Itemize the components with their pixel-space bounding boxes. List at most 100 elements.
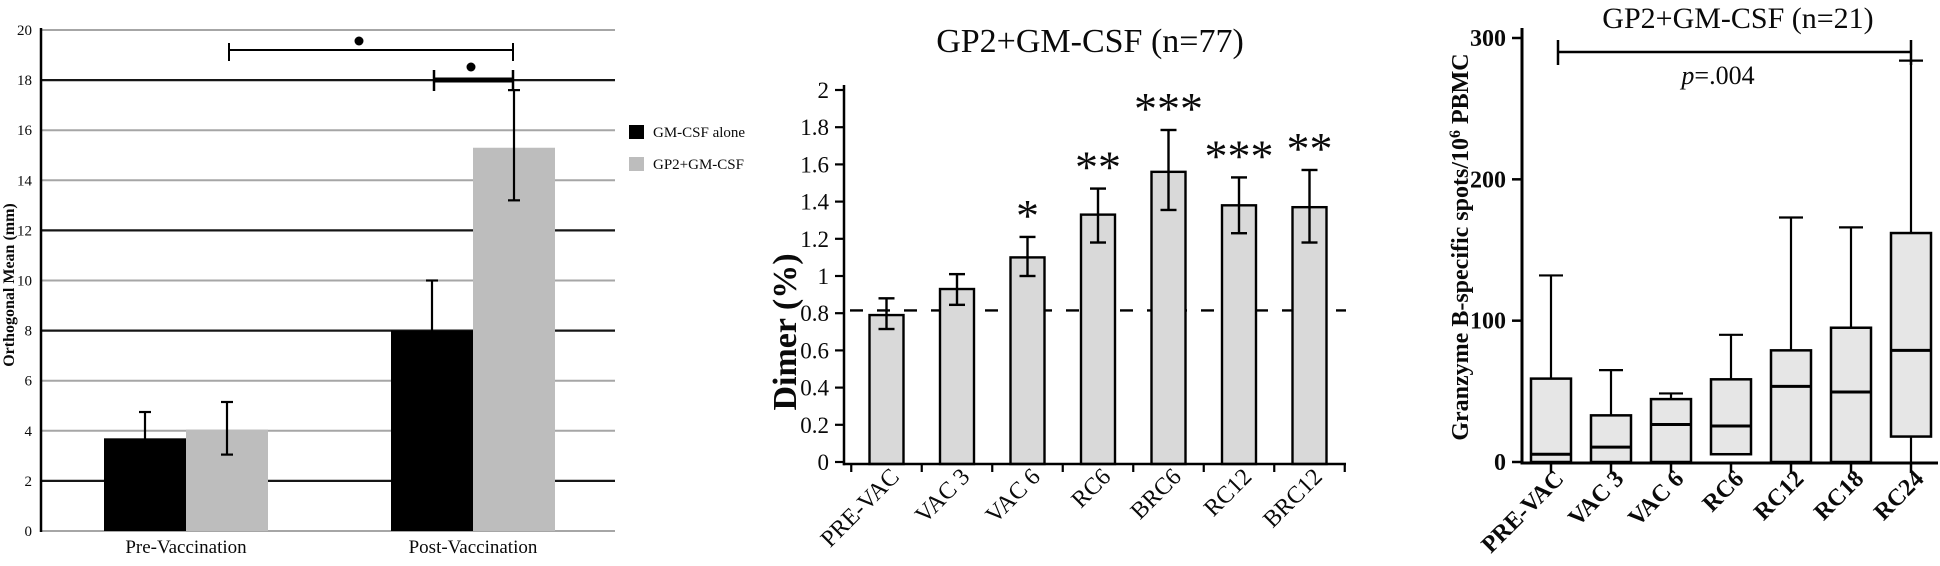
x-label-rc12: RC12 — [1199, 464, 1257, 522]
y-tick-label-0.4: 0.4 — [800, 376, 829, 401]
legend-label-1: GP2+GM-CSF — [653, 157, 744, 173]
legend-label-0: GM-CSF alone — [653, 125, 745, 141]
y-axis-title: Dimer (%) — [767, 253, 804, 410]
sig-stars-2: * — [1016, 190, 1039, 241]
sig-dot-2 — [466, 62, 476, 72]
error-bar-6 — [1301, 168, 1318, 244]
iqr-box — [1529, 377, 1573, 464]
legend-swatch-1 — [629, 157, 644, 171]
x-label-rc6: RC6 — [1698, 466, 1749, 517]
y-tick-label-8: 8 — [25, 324, 33, 340]
box-vac-3 — [1589, 369, 1633, 464]
x-label-rc12: RC12 — [1749, 466, 1809, 526]
y-tick-label-0: 0 — [1494, 450, 1506, 476]
error-bar-2 — [1019, 235, 1036, 278]
x-label-vac-6: VAC 6 — [1624, 466, 1690, 532]
y-tick-label-1.2: 1.2 — [800, 227, 829, 252]
y-tick-label-2: 2 — [818, 78, 830, 103]
y-tick-label-12: 12 — [17, 223, 32, 239]
y-tick-label-100: 100 — [1470, 309, 1506, 335]
x-label-brc6: BRC6 — [1126, 464, 1187, 525]
error-bar-3 — [1090, 187, 1106, 244]
y-tick-label-14: 14 — [17, 173, 33, 189]
x-label-vac-3: VAC 3 — [910, 464, 975, 529]
y-tick-label-16: 16 — [17, 123, 33, 139]
error-bar-0-s0 — [139, 410, 151, 451]
significance-bracket — [1556, 40, 1913, 65]
y-tick-label-0: 0 — [25, 524, 33, 540]
x-label-pre-vac: PRE-VAC — [816, 464, 905, 553]
error-bar-1-s0 — [426, 279, 438, 343]
legend-swatch-0 — [629, 125, 644, 139]
iqr-box — [1769, 349, 1813, 464]
sig-stars-6: ** — [1287, 123, 1333, 174]
x-label-rc18: RC18 — [1809, 466, 1869, 526]
error-bar-0-s1 — [221, 400, 233, 456]
chart-title: GP2+GM-CSF (n=21) — [1602, 2, 1873, 35]
y-tick-label-1: 1 — [818, 264, 830, 289]
x-label-pre-vac: PRE-VAC — [1477, 466, 1570, 559]
panel-orthogonal-mean: 0 2 4 6 8 10 12 14 16 18 20 Orthogonal Mean (mm) Pre… — [1, 23, 745, 558]
bar-brc6 — [1150, 170, 1187, 466]
iqr-box — [1709, 378, 1753, 456]
y-tick-label-18: 18 — [17, 73, 32, 89]
bar-post-vaccination-s0 — [391, 330, 473, 531]
y-tick-label-1.6: 1.6 — [800, 152, 829, 177]
y-tick-label-0.8: 0.8 — [800, 301, 829, 326]
sig-dot-1 — [354, 36, 364, 46]
x-label-vac-3: VAC 3 — [1564, 466, 1630, 532]
bar-rc6 — [1079, 213, 1117, 466]
box-rc18 — [1829, 226, 1873, 464]
x-label-rc24: RC24 — [1869, 466, 1929, 526]
error-bar-5 — [1231, 176, 1247, 235]
y-tick-label-10: 10 — [17, 274, 32, 290]
bar-rc12 — [1220, 204, 1258, 466]
iqr-box — [1589, 414, 1633, 464]
y-axis-title: Granzyme B-specific spots/106 PBMC — [1447, 53, 1474, 440]
significance-brackets — [228, 36, 515, 91]
box-rc24 — [1889, 59, 1933, 462]
error-bar-1 — [949, 272, 965, 307]
y-tick-label-200: 200 — [1470, 167, 1506, 193]
error-bar-4 — [1160, 128, 1177, 212]
bar-post-vaccination-s1 — [473, 147, 555, 532]
bar-vac-6 — [1009, 256, 1046, 466]
y-tick-label-2: 2 — [25, 474, 33, 490]
chart-title: GP2+GM-CSF (n=77) — [936, 23, 1244, 60]
y-tick-label-0.6: 0.6 — [800, 338, 829, 363]
p-value-label: p=.004 — [1679, 61, 1754, 90]
error-bar-0 — [878, 297, 895, 331]
legend: GM-CSF alone GP2+GM-CSF — [629, 125, 745, 173]
x-label-vac-6: VAC 6 — [981, 464, 1046, 529]
bar-vac-3 — [938, 287, 976, 466]
x-label-0: Pre-Vaccination — [125, 537, 247, 558]
sig-stars-5: *** — [1205, 130, 1274, 181]
bar-brc12 — [1291, 205, 1328, 466]
y-tick-label-1.4: 1.4 — [800, 190, 829, 215]
y-tick-label-0: 0 — [818, 450, 830, 475]
x-label-1: Post-Vaccination — [409, 537, 538, 558]
y-tick-label-300: 300 — [1470, 26, 1506, 52]
box-rc12 — [1769, 216, 1813, 464]
panel-dimer-percent: ********* **00.20.40.60.811.21.41.61.82PR… — [767, 23, 1346, 553]
iqr-box — [1649, 397, 1693, 464]
bar-pre-vac — [868, 313, 905, 466]
sig-stars-3: ** — [1075, 142, 1121, 193]
y-tick-label-4: 4 — [25, 424, 33, 440]
sig-stars-4: *** — [1134, 83, 1203, 134]
y-tick-label-6: 6 — [25, 374, 33, 390]
iqr-box — [1889, 231, 1933, 438]
y-tick-label-1.8: 1.8 — [800, 115, 829, 140]
y-axis-title: Orthogonal Mean (mm) — [1, 203, 18, 367]
bar-pre-vaccination-s0 — [104, 438, 186, 531]
iqr-box — [1829, 326, 1873, 464]
box-pre-vac — [1529, 274, 1573, 464]
y-tick-label-20: 20 — [17, 23, 32, 39]
x-label-brc12: BRC12 — [1258, 464, 1327, 533]
box-vac-6 — [1649, 392, 1693, 464]
x-label-rc6: RC6 — [1067, 464, 1117, 514]
y-tick-label-0.2: 0.2 — [800, 413, 829, 438]
